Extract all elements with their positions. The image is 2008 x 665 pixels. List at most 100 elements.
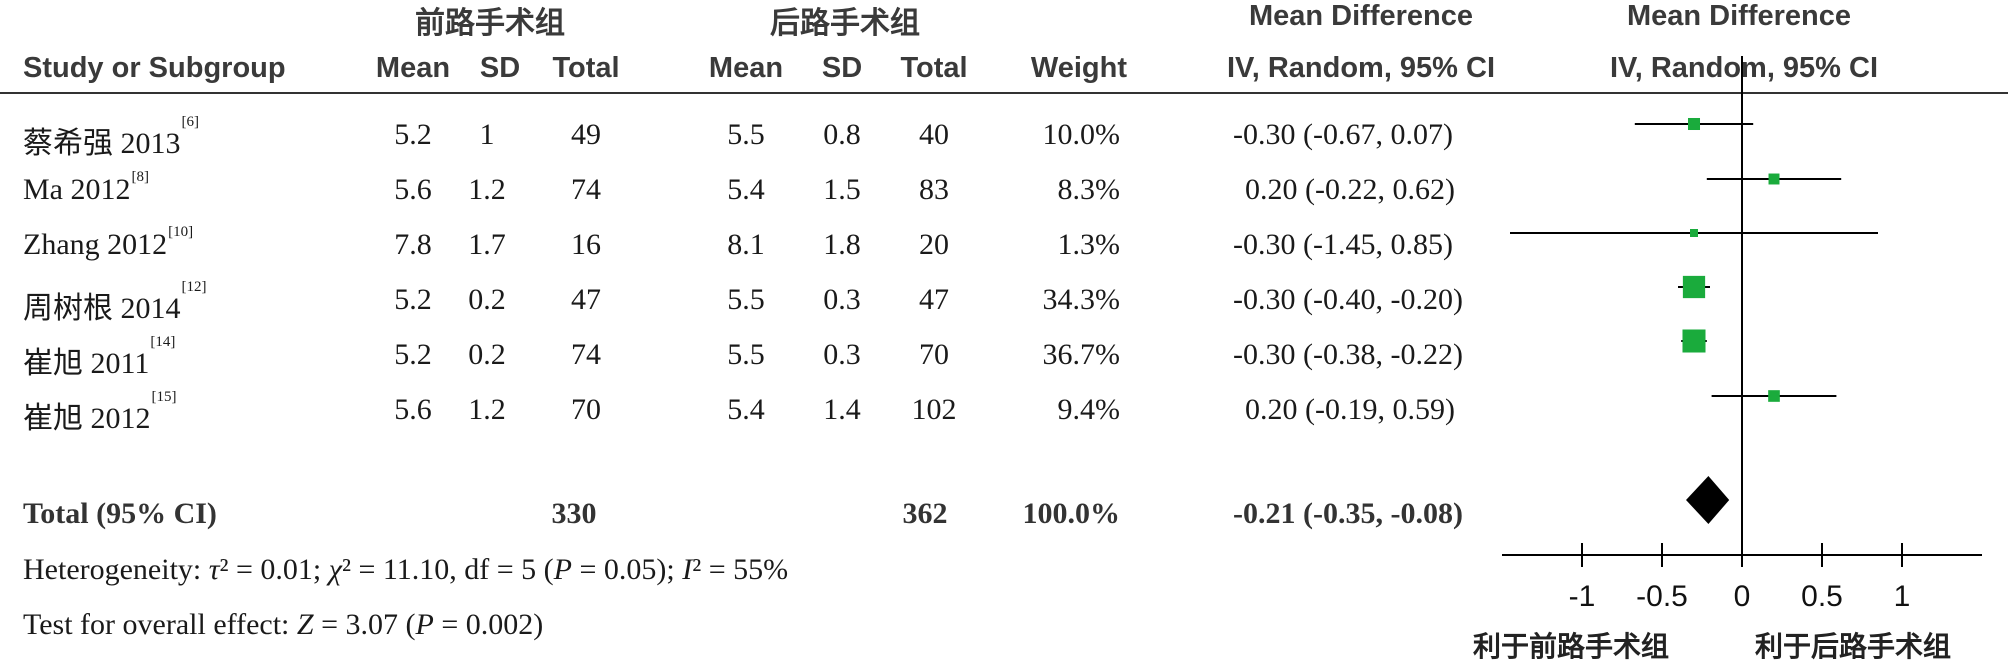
study-marker bbox=[1687, 117, 1701, 131]
study-marker bbox=[1690, 229, 1698, 237]
het-i: I bbox=[682, 553, 693, 586]
sd2-value: 0.8 bbox=[823, 118, 861, 151]
mean2-value: 5.4 bbox=[727, 173, 765, 206]
md-plot-title-header: Mean Difference bbox=[1626, 0, 1852, 32]
mean2-value: 5.5 bbox=[727, 338, 765, 371]
study-name: 周树根 2014[12] bbox=[23, 279, 207, 327]
eff-z: Z bbox=[296, 608, 314, 641]
total1-value: 47 bbox=[571, 283, 601, 316]
total1-value: 70 bbox=[571, 393, 601, 426]
heterogeneity-text: Heterogeneity: τ² = 0.01; χ² = 11.10, df… bbox=[23, 553, 788, 587]
sd1-value: 1.2 bbox=[468, 393, 506, 426]
weight-value: 10.0% bbox=[1042, 118, 1121, 151]
mean1-value: 5.2 bbox=[394, 118, 432, 151]
eff-prefix: Test for overall effect: bbox=[23, 608, 297, 641]
study-ref: [6] bbox=[181, 114, 200, 130]
sd2-col-header: SD bbox=[821, 52, 863, 84]
total1-value: 74 bbox=[571, 338, 601, 371]
study-ref: [12] bbox=[181, 279, 207, 295]
ci-value: -0.30 (-1.45, 0.85) bbox=[1233, 228, 1453, 261]
study-ref: [14] bbox=[150, 334, 176, 350]
sd2-value: 1.5 bbox=[823, 173, 861, 206]
study-label: 崔旭 2011 bbox=[23, 347, 150, 380]
sd2-value: 0.3 bbox=[823, 283, 861, 316]
study-name: Ma 2012[8] bbox=[23, 169, 149, 207]
study-name: 崔旭 2012[15] bbox=[23, 389, 177, 437]
eff-p: P bbox=[415, 608, 434, 641]
mean2-value: 8.1 bbox=[727, 228, 765, 261]
md-method-header: IV, Random, 95% CI bbox=[1226, 52, 1496, 84]
het-mid3: = 0.05); bbox=[572, 553, 683, 586]
sd2-value: 0.3 bbox=[823, 338, 861, 371]
x-tick-label: 0.5 bbox=[1801, 580, 1843, 613]
study-marker bbox=[1682, 329, 1706, 353]
total2-value: 83 bbox=[919, 173, 949, 206]
total1-value: 74 bbox=[571, 173, 601, 206]
total1-value: 16 bbox=[571, 228, 601, 261]
het-tau: τ bbox=[208, 553, 220, 586]
weight-value: 8.3% bbox=[1057, 173, 1121, 206]
mean2-value: 5.5 bbox=[727, 283, 765, 316]
md-plot-method-header: IV, Random, 95% CI bbox=[1609, 52, 1879, 84]
favours-right-label: 利于后路手术组 bbox=[1755, 630, 1952, 663]
eff-end: = 0.002) bbox=[433, 608, 544, 641]
eff-mid: = 3.07 ( bbox=[313, 608, 416, 641]
sd2-value: 1.4 bbox=[823, 393, 861, 426]
x-tick-label: -0.5 bbox=[1636, 580, 1688, 613]
study-name: Zhang 2012[10] bbox=[23, 224, 193, 262]
study-name: 蔡希强 2013[6] bbox=[23, 114, 199, 162]
study-col-header: Study or Subgroup bbox=[23, 52, 286, 84]
sd1-value: 1.7 bbox=[468, 228, 506, 261]
total2-value: 102 bbox=[911, 393, 957, 426]
mean1-value: 5.6 bbox=[394, 173, 432, 206]
het-end: ² = 55% bbox=[692, 553, 789, 586]
sd1-value: 1.2 bbox=[468, 173, 506, 206]
mean1-value: 7.8 bbox=[394, 228, 432, 261]
ci-value: -0.30 (-0.38, -0.22) bbox=[1233, 338, 1463, 371]
x-tick-label: 0 bbox=[1733, 580, 1751, 613]
weight-value: 9.4% bbox=[1057, 393, 1121, 426]
x-tick-label: 1 bbox=[1893, 580, 1911, 613]
ci-value: 0.20 (-0.22, 0.62) bbox=[1245, 173, 1455, 206]
overall-effect-text: Test for overall effect: Z = 3.07 (P = 0… bbox=[23, 608, 543, 642]
total-ci: -0.21 (-0.35, -0.08) bbox=[1233, 497, 1463, 530]
header-rule bbox=[0, 92, 2008, 94]
weight-value: 34.3% bbox=[1042, 283, 1121, 316]
mean1-col-header: Mean bbox=[375, 52, 451, 84]
favours-left-label: 利于前路手术组 bbox=[1473, 630, 1670, 663]
ci-value: -0.30 (-0.40, -0.20) bbox=[1233, 283, 1463, 316]
sd1-col-header: SD bbox=[479, 52, 521, 84]
study-name: 崔旭 2011[14] bbox=[23, 334, 175, 382]
total2-value: 20 bbox=[919, 228, 949, 261]
total2-value: 40 bbox=[919, 118, 949, 151]
het-mid1: ² = 0.01; bbox=[219, 553, 329, 586]
mean1-value: 5.2 bbox=[394, 283, 432, 316]
study-label: 崔旭 2012 bbox=[23, 402, 151, 435]
sd1-value: 0.2 bbox=[468, 283, 506, 316]
total2-value: 47 bbox=[919, 283, 949, 316]
total-weight: 100.0% bbox=[1022, 497, 1121, 530]
het-prefix: Heterogeneity: bbox=[23, 553, 209, 586]
study-marker bbox=[1768, 390, 1780, 402]
sd1-value: 0.2 bbox=[468, 338, 506, 371]
total2-value: 70 bbox=[919, 338, 949, 371]
mean2-col-header: Mean bbox=[708, 52, 784, 84]
study-ref: [8] bbox=[131, 169, 150, 185]
study-marker bbox=[1768, 173, 1780, 185]
sd1-value: 1 bbox=[479, 118, 495, 151]
weight-col-header: Weight bbox=[1030, 52, 1127, 84]
overall-diamond bbox=[1686, 476, 1730, 524]
mean2-value: 5.5 bbox=[727, 118, 765, 151]
study-ref: [10] bbox=[168, 224, 194, 240]
mean1-value: 5.2 bbox=[394, 338, 432, 371]
total2-col-header: Total bbox=[900, 52, 968, 84]
mean2-value: 5.4 bbox=[727, 393, 765, 426]
total-label: Total (95% CI) bbox=[23, 497, 217, 530]
study-label: 周树根 2014 bbox=[23, 292, 181, 325]
ci-value: 0.20 (-0.19, 0.59) bbox=[1245, 393, 1455, 426]
study-marker bbox=[1682, 275, 1706, 299]
mean1-value: 5.6 bbox=[394, 393, 432, 426]
study-label: 蔡希强 2013 bbox=[23, 127, 181, 160]
total1-col-header: Total bbox=[552, 52, 620, 84]
